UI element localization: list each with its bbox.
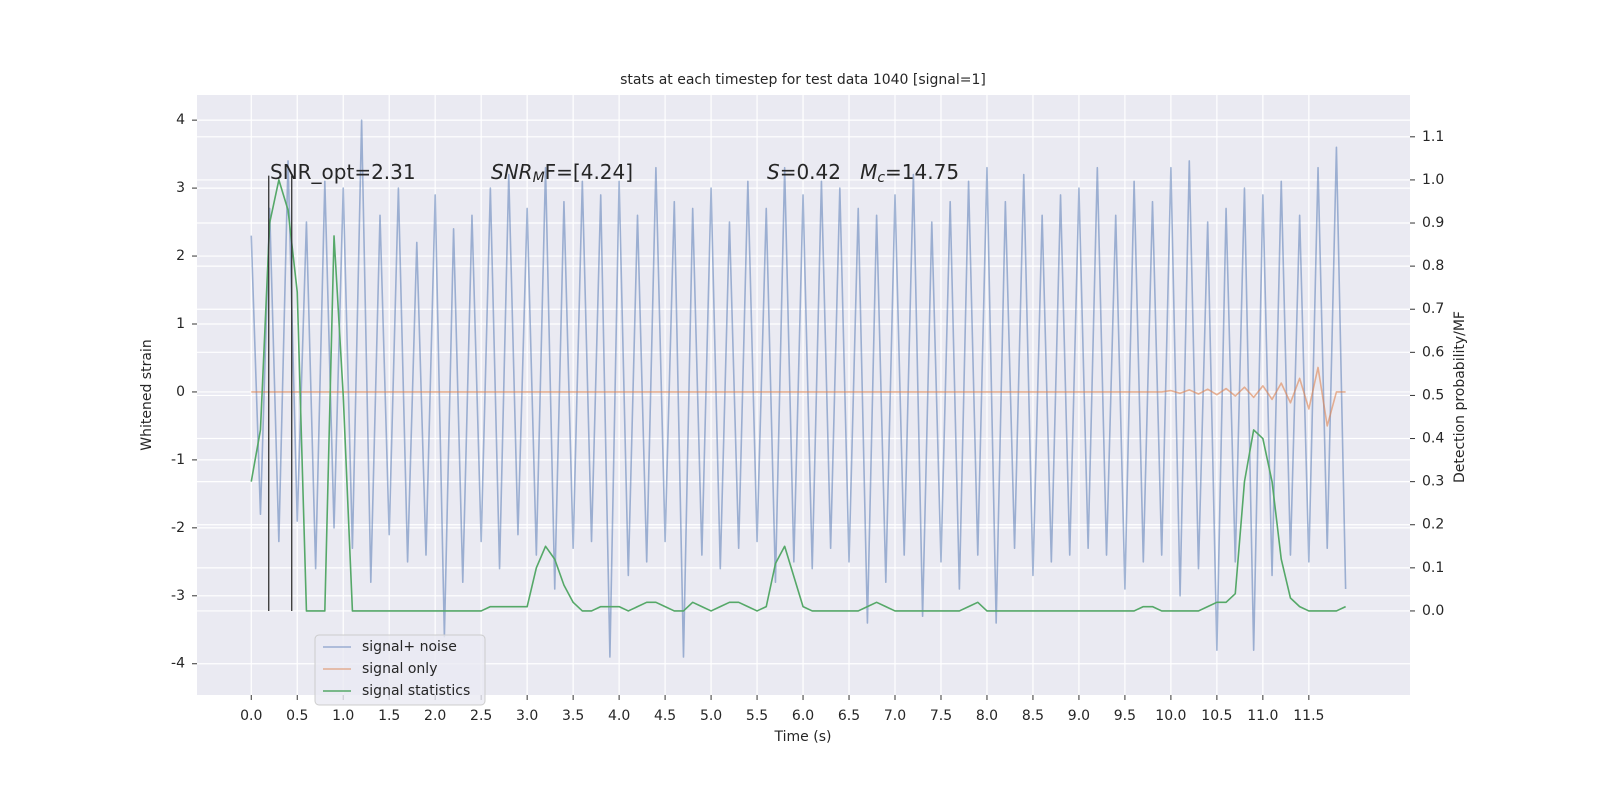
x-tick-label: 1.5 [378, 708, 400, 724]
x-tick-label: 3.5 [562, 708, 584, 724]
y2-tick-label: 0.1 [1422, 560, 1444, 576]
x-tick-label: 9.0 [1068, 708, 1090, 724]
annotation-part: =14.75 [885, 160, 959, 184]
y-tick-label: 2 [176, 248, 185, 264]
legend-label: signal statistics [362, 683, 470, 699]
annotation-part: SNR [491, 160, 533, 184]
chart-title: stats at each timestep for test data 104… [620, 72, 986, 88]
y2-tick-label: 0.9 [1422, 215, 1444, 231]
y-tick-label: -3 [171, 588, 185, 604]
y2-tick-label: 0.2 [1422, 517, 1444, 533]
y2-tick-label: 0.4 [1422, 431, 1444, 447]
annotation-part: =0.42 [780, 160, 860, 184]
annotation: S=0.42 Mc=14.75 [767, 160, 959, 187]
annotation: SNR_opt=2.31 [270, 160, 416, 184]
annotation-part: c [877, 170, 885, 186]
y2-tick-label: 0.7 [1422, 301, 1444, 317]
x-tick-label: 7.0 [884, 708, 906, 724]
annotation: SNRMF=[4.24] [491, 160, 633, 187]
y-tick-label: 0 [176, 384, 185, 400]
y2-tick-label: 1.0 [1422, 172, 1444, 188]
annotation-part: M [533, 170, 545, 186]
y2-tick-label: 0.5 [1422, 387, 1444, 403]
x-tick-label: 0.0 [240, 708, 262, 724]
x-tick-label: 8.5 [1022, 708, 1044, 724]
y2-tick-label: 0.0 [1422, 603, 1444, 619]
x-tick-label: 5.5 [746, 708, 768, 724]
annotation-part: S [767, 160, 780, 184]
annotation-part: M [860, 160, 877, 184]
x-tick-label: 10.5 [1201, 708, 1232, 724]
legend-label: signal only [362, 661, 437, 677]
x-tick-label: 11.0 [1247, 708, 1278, 724]
x-tick-label: 6.0 [792, 708, 814, 724]
y2-axis-label: Detection probability/MF [1452, 311, 1468, 483]
series-line [250, 119, 1347, 658]
y2-tick-label: 0.6 [1422, 344, 1444, 360]
x-axis-label: Time (s) [774, 729, 832, 745]
series-line [250, 179, 1346, 612]
legend-label: signal+ noise [362, 639, 457, 655]
x-tick-label: 4.0 [608, 708, 630, 724]
x-tick-label: 11.5 [1293, 708, 1324, 724]
x-tick-label: 7.5 [930, 708, 952, 724]
y-tick-label: -2 [171, 520, 185, 536]
y-tick-label: 4 [176, 112, 185, 128]
x-tick-label: 10.0 [1155, 708, 1186, 724]
x-tick-label: 5.0 [700, 708, 722, 724]
x-tick-label: 1.0 [332, 708, 354, 724]
x-tick-label: 9.5 [1114, 708, 1136, 724]
x-tick-label: 3.0 [516, 708, 538, 724]
x-tick-label: 8.0 [976, 708, 998, 724]
x-tick-label: 2.5 [470, 708, 492, 724]
y2-tick-label: 1.1 [1422, 129, 1444, 145]
series-line [251, 366, 1346, 427]
annotation-part: SNR_opt=2.31 [270, 160, 416, 184]
x-tick-label: 2.0 [424, 708, 446, 724]
x-tick-label: 4.5 [654, 708, 676, 724]
y-tick-label: -4 [171, 656, 185, 672]
y2-tick-label: 0.8 [1422, 258, 1444, 274]
x-tick-label: 6.5 [838, 708, 860, 724]
legend [314, 634, 486, 706]
y-axis-label: Whitened strain [139, 339, 155, 450]
y-tick-label: -1 [171, 452, 185, 468]
y-tick-label: 1 [176, 316, 185, 332]
y2-tick-label: 0.3 [1422, 474, 1444, 490]
annotation-part: F=[4.24] [545, 160, 633, 184]
x-tick-label: 0.5 [286, 708, 308, 724]
y-tick-label: 3 [176, 180, 185, 196]
